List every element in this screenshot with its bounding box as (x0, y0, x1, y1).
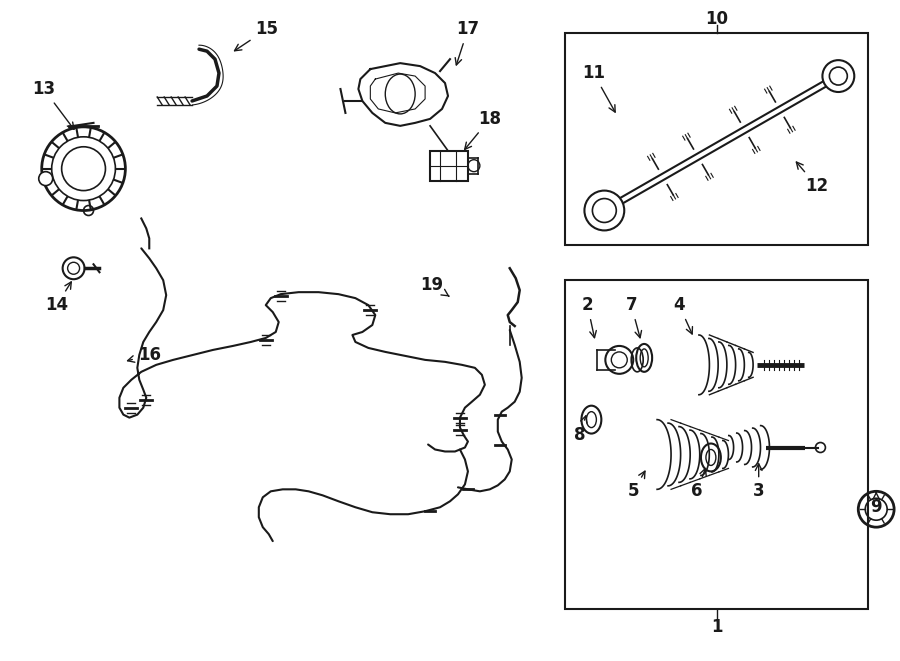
Text: 19: 19 (420, 276, 449, 296)
Circle shape (39, 172, 53, 186)
Text: 2: 2 (581, 296, 597, 338)
Text: 14: 14 (45, 282, 71, 314)
Text: 11: 11 (582, 64, 616, 112)
Bar (430, 151, 468, 180)
Text: 15: 15 (235, 20, 278, 51)
Text: 5: 5 (627, 471, 645, 500)
Text: 8: 8 (573, 416, 587, 444)
Text: 13: 13 (32, 80, 74, 130)
Text: 6: 6 (691, 469, 707, 500)
Bar (564, 33, 868, 245)
Circle shape (823, 60, 854, 92)
Text: 10: 10 (706, 11, 728, 28)
Bar (564, 280, 868, 609)
Text: 9: 9 (870, 492, 882, 516)
Text: 18: 18 (464, 110, 501, 149)
Text: 12: 12 (796, 162, 828, 194)
Text: 3: 3 (753, 464, 764, 500)
Text: 17: 17 (455, 20, 480, 65)
Text: 4: 4 (673, 296, 692, 334)
Text: 7: 7 (626, 296, 642, 338)
Text: 1: 1 (711, 618, 723, 636)
Circle shape (584, 190, 625, 231)
Text: 16: 16 (128, 346, 161, 364)
